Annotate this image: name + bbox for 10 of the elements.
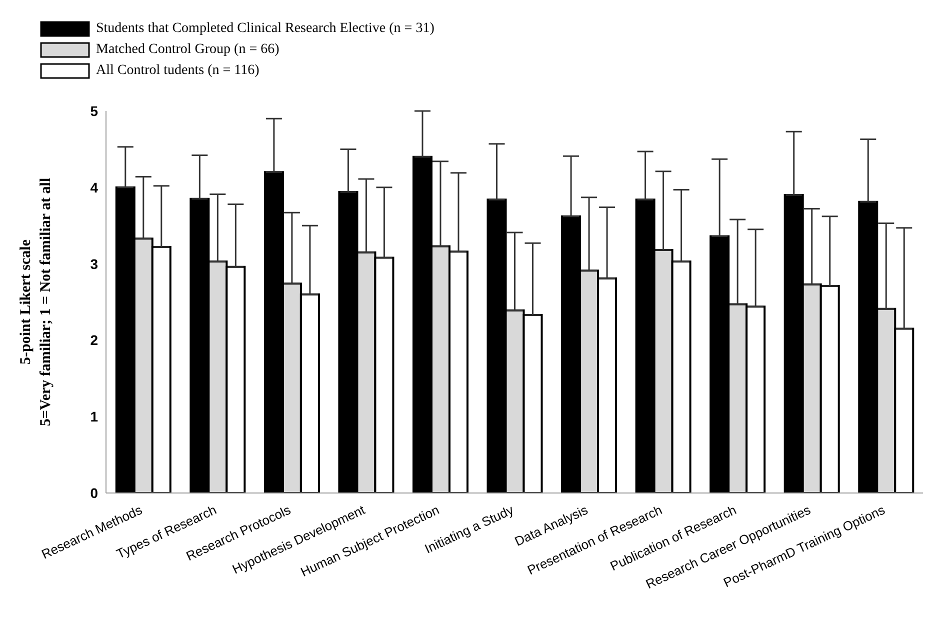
legend-label: All Control tudents (n = 116) (96, 62, 260, 78)
y-tick-label: 3 (90, 256, 98, 272)
y-tick-label: 4 (90, 179, 98, 196)
y-tick-label: 5 (90, 102, 98, 119)
legend-label: Students that Completed Clinical Research Elective (n = 31) (96, 20, 434, 36)
legend-label: Matched Control Group (n = 66) (96, 42, 280, 58)
y-tick-label: 2 (90, 332, 98, 348)
y-tick-label: 0 (90, 484, 98, 501)
y-tick-label: 1 (90, 408, 98, 425)
y-axis-title: 5-point Likert scale 5=Very familiar; 1 = Not familiar at all (18, 178, 54, 426)
